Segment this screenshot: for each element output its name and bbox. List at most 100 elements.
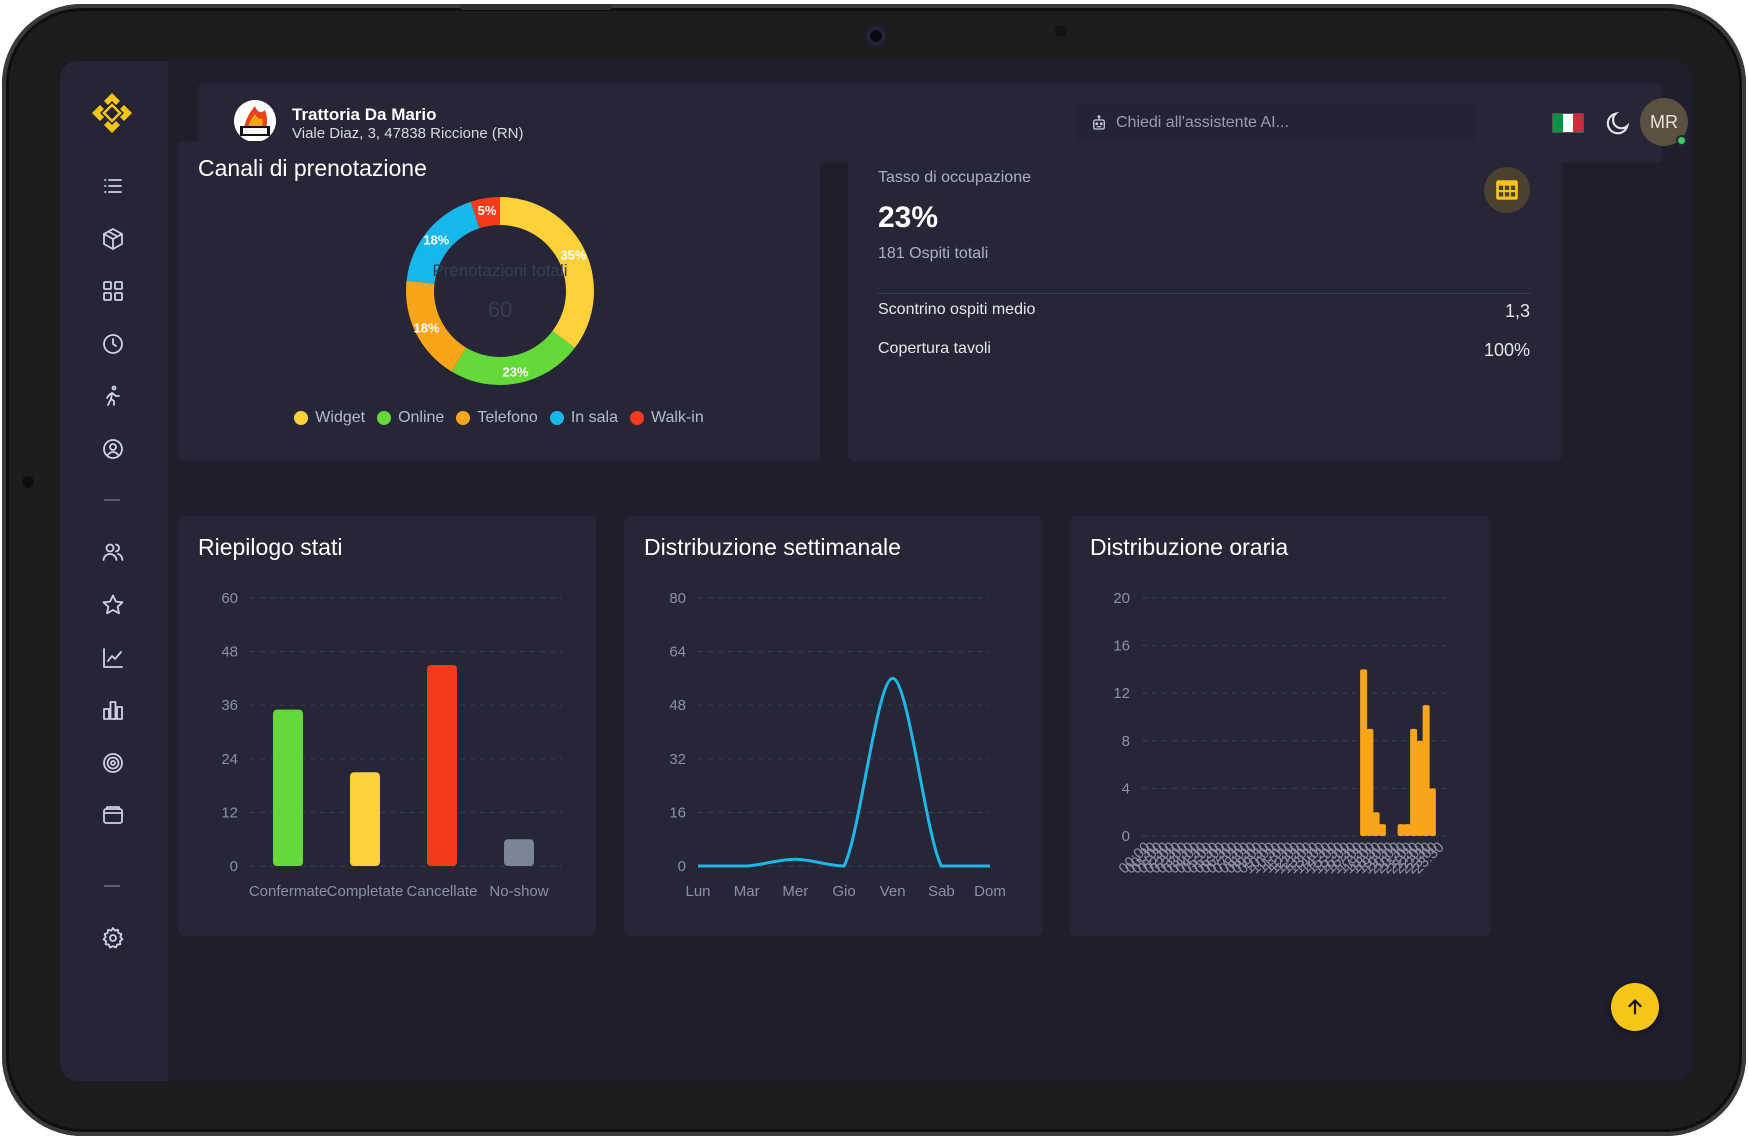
y-tick-label: 60 [221,590,238,607]
legend-item-telefono[interactable]: Telefono [456,409,538,427]
hourly-distribution-chart: 04812162000:0000:3001:0001:3002:0002:300… [1113,590,1450,877]
screen: Trattoria Da Mario Viale Diaz, 3, 47838 … [60,61,1692,1081]
y-tick-label: 8 [1122,733,1130,750]
legend-label: Walk-in [650,409,704,426]
hourly-distribution-card: Distribuzione oraria 0 4 8 12 16 20 00:00 00:30… [1070,516,1490,936]
occupancy-card: Tasso di occupazione 23% 181 Ospiti tota… [848,141,1562,461]
y-tick-label: 0 [678,858,686,875]
legend-item-online[interactable]: Online [377,409,444,427]
bar-chart-icon[interactable] [100,697,126,723]
bar-cancellate[interactable] [427,665,457,866]
stat-value: 1,3 [1504,301,1530,321]
donut-slice-telefono[interactable] [406,280,467,372]
wallet-icon[interactable] [100,802,126,828]
hourly-distribution-title: Distribuzione oraria [1090,534,1289,560]
hourly-bar[interactable] [1366,728,1374,836]
y-tick-label: 20 [1113,590,1130,607]
y-tick-label: 16 [669,804,686,821]
line-chart-icon[interactable] [100,645,126,671]
tablet-frame: Trattoria Da Mario Viale Diaz, 3, 47838 … [2,4,1746,1136]
weekly-distribution-title: Distribuzione settimanale [644,534,901,560]
legend-item-in-sala[interactable]: In sala [549,409,618,427]
donut-slice-widget[interactable] [500,197,594,348]
y-tick-label: 12 [1113,685,1130,702]
legend-label: Widget [315,409,366,426]
occupancy-value: 23% [878,201,939,234]
x-tick-label: Sab [928,883,955,900]
restaurant-name: Trattoria Da Mario [292,105,437,124]
hourly-bar[interactable] [1428,788,1436,836]
legend-item-widget[interactable]: Widget [294,409,365,427]
occupancy-divider [878,293,1530,294]
clock-icon[interactable] [100,331,126,357]
users-icon[interactable] [100,539,126,565]
weekly-distribution-chart: 0 16 32 48 64 80 Lun Mar Mer Gio Ven Sab Dom [669,590,1006,900]
hourly-bar[interactable] [1397,824,1405,836]
restaurant-address: Viale Diaz, 3, 47838 Riccione (RN) [292,125,524,142]
y-tick-label: 24 [221,751,238,768]
booking-channels-title: Canali di prenotazione [198,155,427,181]
app-logo-icon[interactable] [90,91,134,135]
legend-dot [377,411,392,425]
sidebar [60,61,168,1081]
y-tick-label: 0 [230,858,238,875]
hourly-bar[interactable] [1360,669,1368,836]
booking-channels-card: Canali di prenotazione 35% 23% 18% 18% 5% Pr… [178,141,820,461]
y-tick-label: 32 [669,751,686,768]
legend-dot [549,411,564,425]
x-tick-label: Cancellate [407,883,478,900]
restaurant-logo[interactable] [234,100,276,142]
bar-no-show[interactable] [504,839,534,866]
legend-item-walk-in[interactable]: Walk-in [629,409,704,427]
walking-icon[interactable] [100,383,126,409]
bar-completate[interactable] [350,772,380,866]
donut-slice-online[interactable] [451,330,575,385]
hourly-bar[interactable] [1378,824,1386,836]
hourly-bar[interactable] [1410,728,1418,836]
ai-assistant-placeholder: Chiedi all'assistente AI... [1116,114,1289,131]
occupancy-label: Tasso di occupazione [878,169,1031,186]
x-tick-label: Gio [832,883,855,900]
y-tick-label: 4 [1122,780,1130,797]
hourly-bar[interactable] [1372,812,1380,836]
legend-label: Telefono [477,409,538,426]
star-icon[interactable] [100,592,126,618]
scroll-to-top-button[interactable] [1611,983,1659,1031]
donut-center-label: Prenotazioni totali [432,261,567,280]
weekly-distribution-card: Distribuzione settimanale 0 16 32 48 64 80 Lun… [624,516,1042,936]
box-icon[interactable] [100,226,126,252]
legend-dot [456,411,471,425]
x-tick-label: Completate [327,883,404,900]
y-tick-label: 48 [669,697,686,714]
donut-slice-label: 35% [560,248,586,263]
italian-flag-icon[interactable] [1552,113,1584,133]
hourly-bar[interactable] [1403,824,1411,836]
legend-label: Online [398,409,445,426]
stat-row-avg-guests: Scontrino ospiti medio 1,3 [878,301,1530,322]
ai-assistant-input[interactable]: Chiedi all'assistente AI... [1076,103,1476,143]
power-button [460,4,612,10]
grid-icon[interactable] [100,278,126,304]
hourly-bar[interactable] [1416,740,1424,836]
bar-confermate[interactable] [273,709,303,866]
hourly-bar[interactable] [1422,705,1430,836]
side-camera [22,476,34,488]
settings-icon[interactable] [100,925,126,951]
x-tick-label: No-show [489,883,548,900]
donut-slice-in-sala[interactable] [406,201,480,284]
robot-icon [1093,115,1105,130]
donut-slice-label: 18% [414,320,440,335]
user-circle-icon[interactable] [100,436,126,462]
weekly-series-line[interactable] [698,676,990,868]
x-tick-label: Ven [880,883,906,900]
dark-mode-toggle[interactable] [1604,109,1632,137]
y-tick-label: 0 [1122,828,1130,845]
table-grid-icon [1496,180,1518,200]
menu-icon[interactable] [100,173,126,199]
legend-label: In sala [570,409,618,426]
donut-slice-walk-in[interactable] [470,197,500,229]
booking-channels-legend: Widget Online Telefono In sala Walk-in [178,409,820,427]
light-sensor [1055,25,1067,37]
status-summary-chart: 0 12 24 36 48 60 Confermate Completate Cancellat… [221,590,562,900]
target-icon[interactable] [100,750,126,776]
